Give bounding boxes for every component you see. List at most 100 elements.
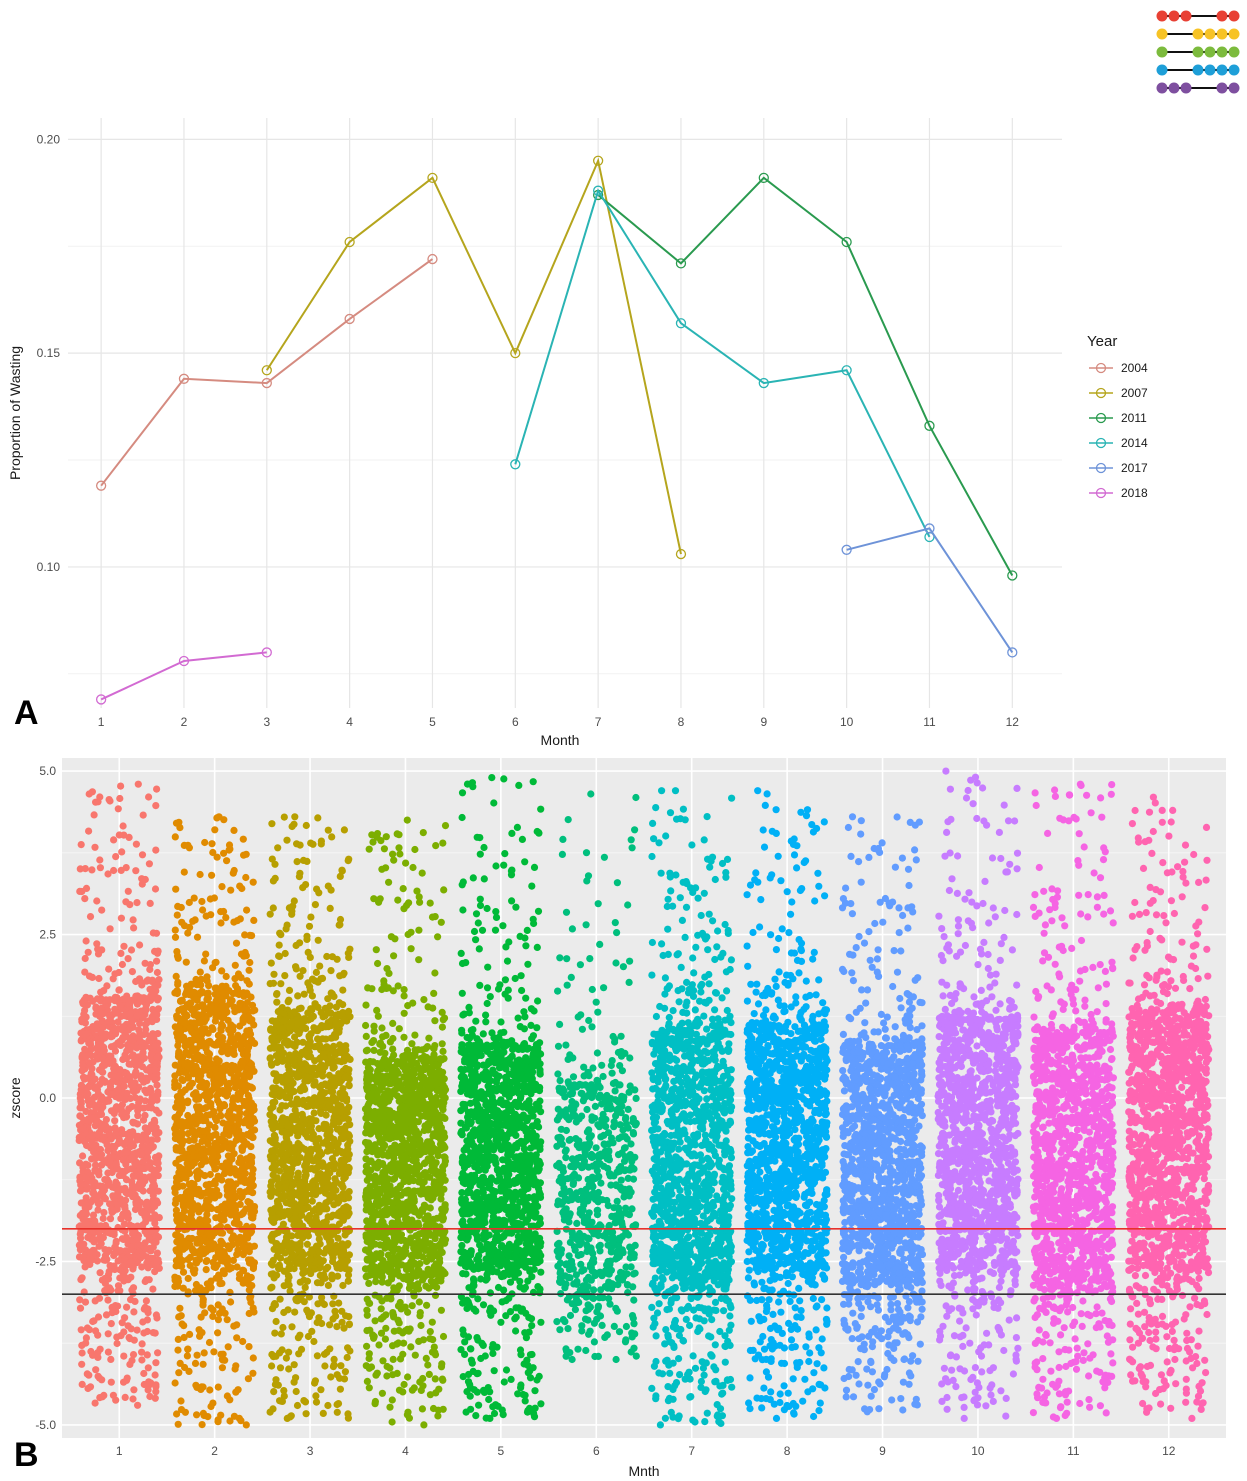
point [102, 1311, 111, 1319]
point [114, 1018, 122, 1026]
point [344, 1266, 352, 1274]
point [294, 992, 302, 1000]
point [173, 1146, 181, 1154]
series-2014 [510, 185, 935, 543]
point [333, 955, 341, 963]
point [285, 1199, 293, 1207]
series-lines [95, 155, 1018, 705]
point [107, 1052, 115, 1060]
point [271, 874, 279, 883]
scatter-chart-panel: -5.0-2.50.02.55.0 1 2 3 4 5 6 7 8 9 10 11 12 Mnth z… [7, 758, 1226, 1479]
logo-dot [1168, 10, 1180, 22]
point [230, 866, 238, 875]
point [99, 1133, 107, 1141]
point [283, 1257, 291, 1265]
point [155, 1214, 163, 1222]
point [279, 1161, 287, 1169]
point [155, 1264, 163, 1272]
point [105, 1059, 113, 1067]
point [175, 1025, 183, 1033]
point [101, 1195, 109, 1203]
point [196, 870, 204, 879]
point [315, 1055, 323, 1063]
point [117, 914, 125, 922]
point [213, 1083, 221, 1091]
point [117, 782, 125, 790]
series-line [265, 157, 682, 555]
point [193, 1153, 201, 1161]
point [345, 1007, 353, 1016]
point [334, 1057, 342, 1065]
point [78, 1274, 86, 1282]
point [84, 1083, 92, 1091]
point [299, 1100, 308, 1108]
point [249, 1182, 257, 1190]
point [151, 1329, 159, 1337]
point [171, 989, 179, 997]
point [153, 957, 161, 965]
point [192, 1089, 200, 1097]
point [144, 1147, 152, 1156]
point [287, 1100, 295, 1108]
logo-dot [1228, 28, 1240, 40]
point [81, 1298, 90, 1306]
point [196, 1229, 204, 1237]
point [243, 1234, 252, 1242]
point [94, 1349, 102, 1357]
point [212, 958, 220, 966]
point [334, 1234, 342, 1242]
point [114, 1223, 122, 1232]
point [308, 1327, 316, 1335]
point [269, 1084, 277, 1092]
logo-dot [1156, 46, 1168, 58]
point [87, 1198, 95, 1206]
point [340, 826, 348, 834]
point [345, 1194, 353, 1202]
point [294, 1132, 302, 1140]
point [288, 1252, 296, 1260]
point [219, 1069, 227, 1077]
point [316, 962, 324, 970]
point [92, 1025, 101, 1033]
point [180, 1322, 188, 1330]
plot-background-a [68, 118, 1062, 708]
point [305, 1216, 313, 1224]
point [281, 972, 289, 980]
point [231, 1084, 239, 1092]
point [223, 1183, 231, 1191]
point [333, 1408, 341, 1416]
legend-key-marker [1095, 362, 1107, 374]
point [76, 887, 84, 896]
point [326, 1161, 334, 1169]
point [336, 1212, 344, 1220]
point [151, 1371, 159, 1379]
point [339, 1001, 347, 1009]
point [76, 1094, 84, 1102]
point [344, 1277, 352, 1285]
point [306, 983, 314, 991]
point [284, 1233, 292, 1241]
point [91, 1399, 99, 1407]
point [245, 1309, 253, 1318]
point [172, 1211, 181, 1219]
point [173, 1180, 181, 1188]
logo-dot [1168, 82, 1180, 94]
point [269, 979, 278, 987]
point [276, 1364, 285, 1372]
point [118, 1034, 127, 1042]
point [83, 1090, 91, 1098]
point [266, 1054, 274, 1062]
point [196, 1284, 204, 1292]
point [206, 1037, 214, 1045]
point [330, 1063, 338, 1071]
point [184, 929, 192, 937]
point [199, 1409, 207, 1417]
point [96, 1154, 104, 1162]
point [276, 1106, 284, 1114]
data-point [758, 172, 769, 184]
point [329, 1363, 337, 1371]
point [199, 1158, 207, 1166]
logo-dot [1216, 46, 1228, 58]
point [198, 1137, 206, 1146]
point [143, 1019, 151, 1027]
